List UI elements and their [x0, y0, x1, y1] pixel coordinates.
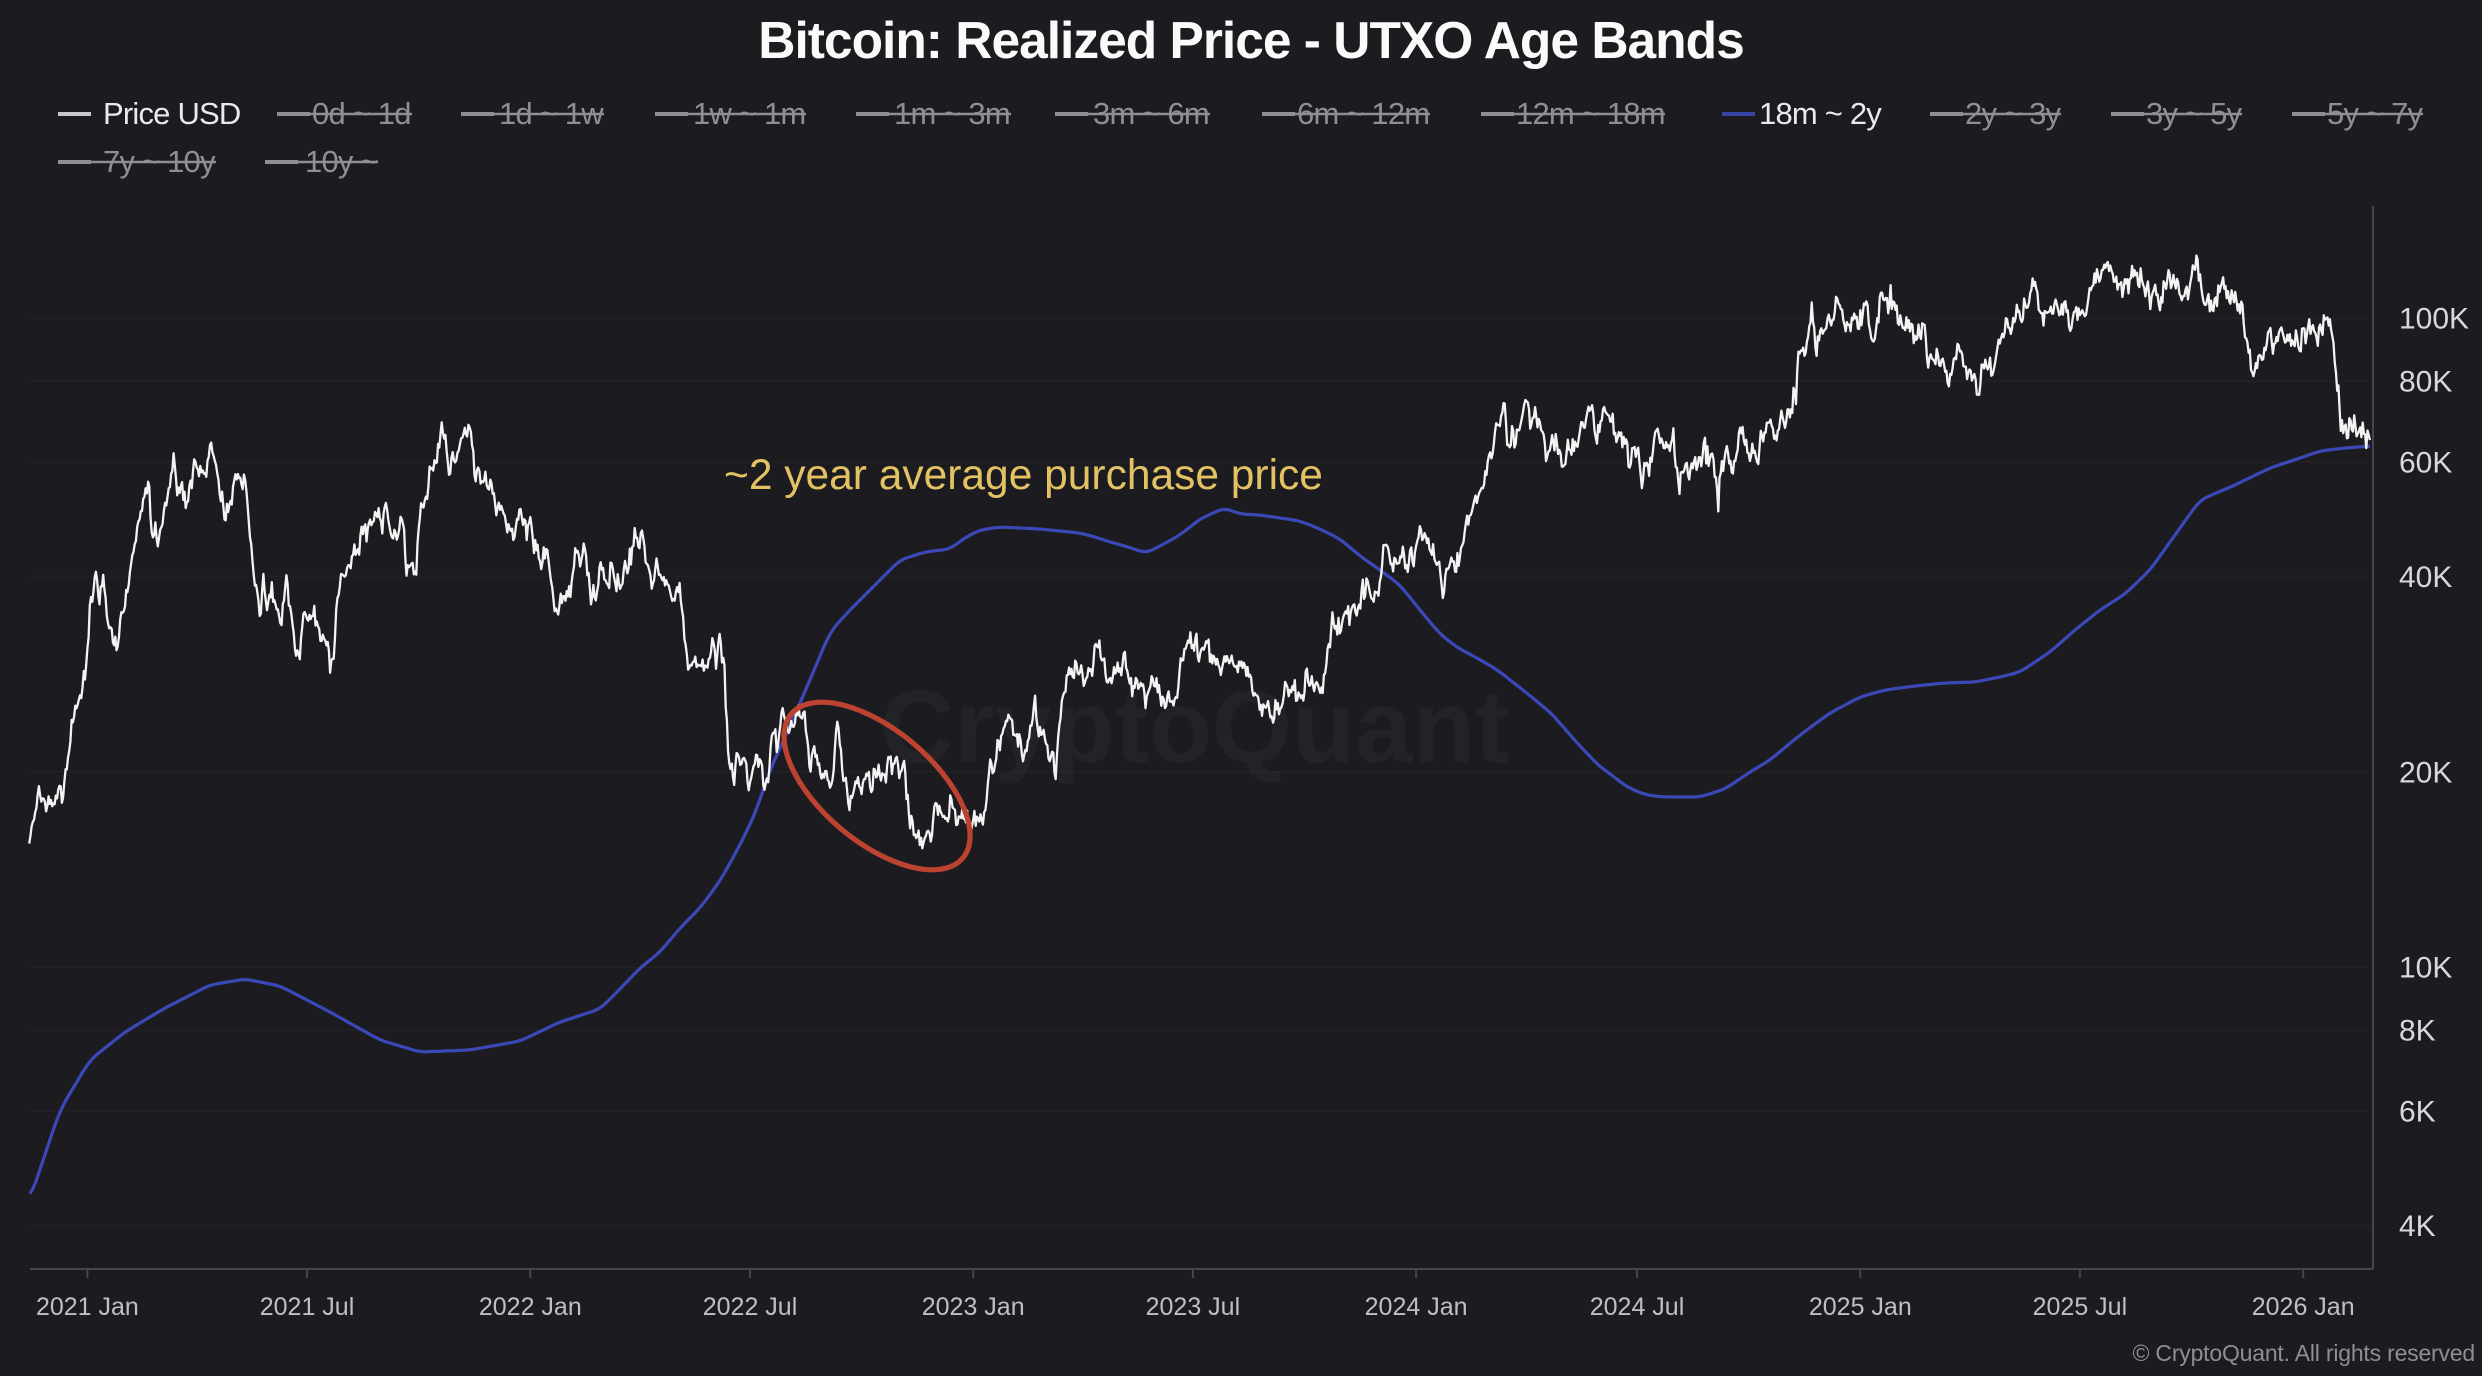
svg-text:10K: 10K	[2399, 952, 2452, 985]
svg-text:2021 Jan: 2021 Jan	[36, 1293, 139, 1321]
svg-text:© CryptoQuant. All rights rese: © CryptoQuant. All rights reserved	[2132, 1340, 2475, 1366]
svg-text:2022 Jan: 2022 Jan	[479, 1293, 582, 1321]
svg-text:2024 Jul: 2024 Jul	[1590, 1293, 1685, 1321]
svg-text:2024 Jan: 2024 Jan	[1365, 1293, 1468, 1321]
svg-text:80K: 80K	[2399, 365, 2452, 398]
svg-text:2025 Jan: 2025 Jan	[1809, 1293, 1912, 1321]
svg-text:Price USD: Price USD	[103, 96, 241, 131]
svg-text:CryptoQuant: CryptoQuant	[880, 669, 1509, 784]
svg-text:6K: 6K	[2399, 1096, 2436, 1129]
svg-text:20K: 20K	[2399, 756, 2452, 789]
svg-text:Bitcoin: Realized Price - UTXO: Bitcoin: Realized Price - UTXO Age Bands	[758, 11, 1743, 69]
svg-text:2023 Jan: 2023 Jan	[922, 1293, 1025, 1321]
svg-text:2021 Jul: 2021 Jul	[260, 1293, 355, 1321]
svg-text:100K: 100K	[2399, 303, 2469, 336]
svg-text:2026 Jan: 2026 Jan	[2252, 1293, 2355, 1321]
svg-text:2025 Jul: 2025 Jul	[2033, 1293, 2128, 1321]
svg-text:4K: 4K	[2399, 1210, 2436, 1243]
svg-text:8K: 8K	[2399, 1015, 2436, 1048]
svg-text:18m ~ 2y: 18m ~ 2y	[1759, 96, 1882, 131]
svg-text:2023 Jul: 2023 Jul	[1146, 1293, 1241, 1321]
svg-text:60K: 60K	[2399, 447, 2452, 480]
svg-text:~2 year average purchase price: ~2 year average purchase price	[724, 452, 1323, 499]
svg-text:40K: 40K	[2399, 561, 2452, 594]
svg-text:2022 Jul: 2022 Jul	[703, 1293, 798, 1321]
